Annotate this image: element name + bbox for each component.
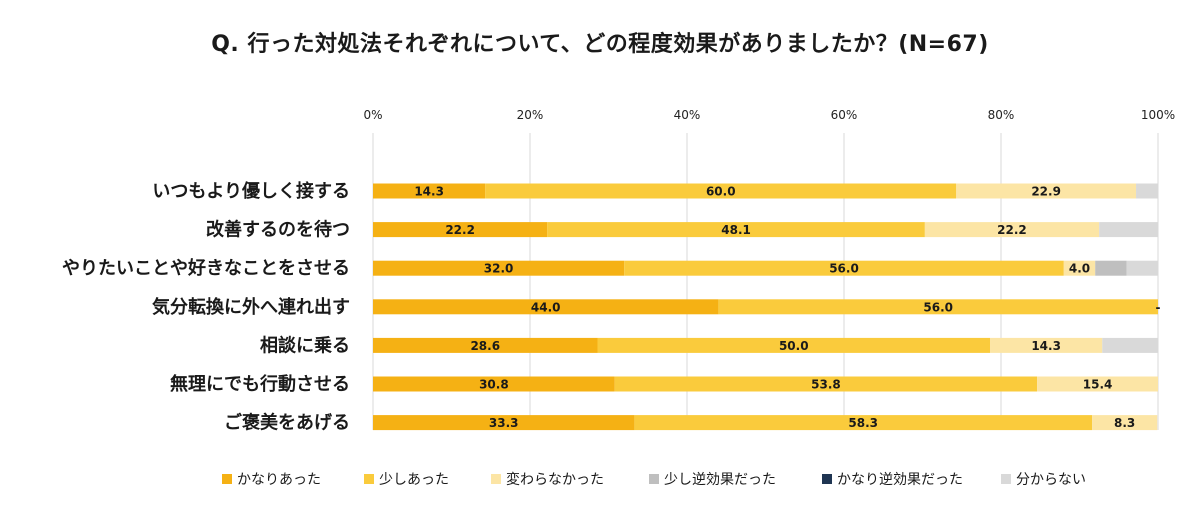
x-tick-label: 60% bbox=[831, 108, 858, 122]
data-label: 14.3 bbox=[1031, 339, 1061, 353]
bar-segment bbox=[373, 222, 548, 238]
legend-swatch bbox=[491, 474, 501, 484]
bar-segment bbox=[373, 415, 635, 431]
bar-segment bbox=[485, 183, 957, 199]
category-label: やりたいことや好きなことをさせる bbox=[62, 257, 350, 279]
bar-segment bbox=[718, 299, 1158, 315]
data-label: 22.2 bbox=[445, 223, 475, 237]
data-label: 4.0 bbox=[1069, 262, 1090, 276]
x-tick-label: 0% bbox=[363, 108, 382, 122]
bar-segment bbox=[1095, 260, 1127, 276]
legend-swatch bbox=[364, 474, 374, 484]
bar-segment bbox=[924, 222, 1100, 238]
data-label: 44.0 bbox=[531, 300, 561, 314]
data-label: 22.9 bbox=[1031, 185, 1061, 199]
bar-segment bbox=[1136, 183, 1158, 199]
data-label: 56.0 bbox=[829, 262, 859, 276]
bar-segment bbox=[373, 376, 615, 392]
bar-segment bbox=[1099, 222, 1158, 238]
bar-segment bbox=[1037, 376, 1158, 392]
data-label: 32.0 bbox=[484, 262, 514, 276]
legend-label: かなり逆効果だった bbox=[837, 472, 963, 488]
bar-segment bbox=[634, 415, 1093, 431]
data-label: 22.2 bbox=[997, 223, 1027, 237]
data-label: 53.8 bbox=[811, 378, 841, 392]
bar-segment bbox=[1092, 415, 1158, 431]
data-label: 56.0 bbox=[923, 300, 953, 314]
bar-segment bbox=[990, 337, 1103, 353]
category-label: 相談に乗る bbox=[260, 334, 350, 356]
bar-segment bbox=[1063, 260, 1096, 276]
x-tick-label: 40% bbox=[674, 108, 701, 122]
legend-swatch bbox=[222, 474, 232, 484]
legend-swatch bbox=[1001, 474, 1011, 484]
category-label: いつもより優しく接する bbox=[152, 180, 350, 202]
bar-segment bbox=[373, 337, 598, 353]
legend-label: 少しあった bbox=[379, 472, 449, 488]
x-tick-label: 80% bbox=[988, 108, 1015, 122]
data-label: 15.4 bbox=[1083, 378, 1113, 392]
bar-segment bbox=[624, 260, 1064, 276]
bar-segment bbox=[373, 183, 486, 199]
bar-segment bbox=[1126, 260, 1158, 276]
bar-segment bbox=[1102, 337, 1158, 353]
chart-title: Q. 行った対処法それぞれについて、どの程度効果がありましたか？(N=67) bbox=[211, 32, 989, 57]
data-label: 8.3 bbox=[1114, 416, 1135, 430]
data-label: - bbox=[1156, 300, 1161, 314]
data-label: 30.8 bbox=[479, 378, 509, 392]
x-tick-label: 100% bbox=[1141, 108, 1175, 122]
bar-segment bbox=[373, 260, 625, 276]
legend-label: 変わらなかった bbox=[506, 471, 604, 488]
bar-segment bbox=[547, 222, 925, 238]
data-label: 14.3 bbox=[414, 185, 444, 199]
category-label: 気分転換に外へ連れ出す bbox=[152, 296, 350, 318]
bar-segment bbox=[597, 337, 991, 353]
data-label: 58.3 bbox=[848, 416, 878, 430]
legend-swatch bbox=[649, 474, 659, 484]
category-label: 改善するのを待つ bbox=[206, 219, 350, 241]
legend-label: 少し逆効果だった bbox=[664, 472, 776, 488]
data-label: 33.3 bbox=[489, 416, 519, 430]
data-label: 48.1 bbox=[721, 223, 751, 237]
bar-segment bbox=[956, 183, 1137, 199]
bar-segment bbox=[614, 376, 1038, 392]
bar-segment bbox=[373, 299, 719, 315]
legend-label: 分からない bbox=[1016, 472, 1086, 488]
legend-swatch bbox=[822, 474, 832, 484]
data-label: 50.0 bbox=[779, 339, 809, 353]
category-label: 無理にでも行動させる bbox=[170, 373, 350, 395]
category-label: ご褒美をあげる bbox=[224, 412, 350, 434]
legend-label: かなりあった bbox=[237, 472, 321, 488]
x-tick-label: 20% bbox=[517, 108, 544, 122]
data-label: 60.0 bbox=[706, 185, 736, 199]
data-label: 28.6 bbox=[470, 339, 500, 353]
